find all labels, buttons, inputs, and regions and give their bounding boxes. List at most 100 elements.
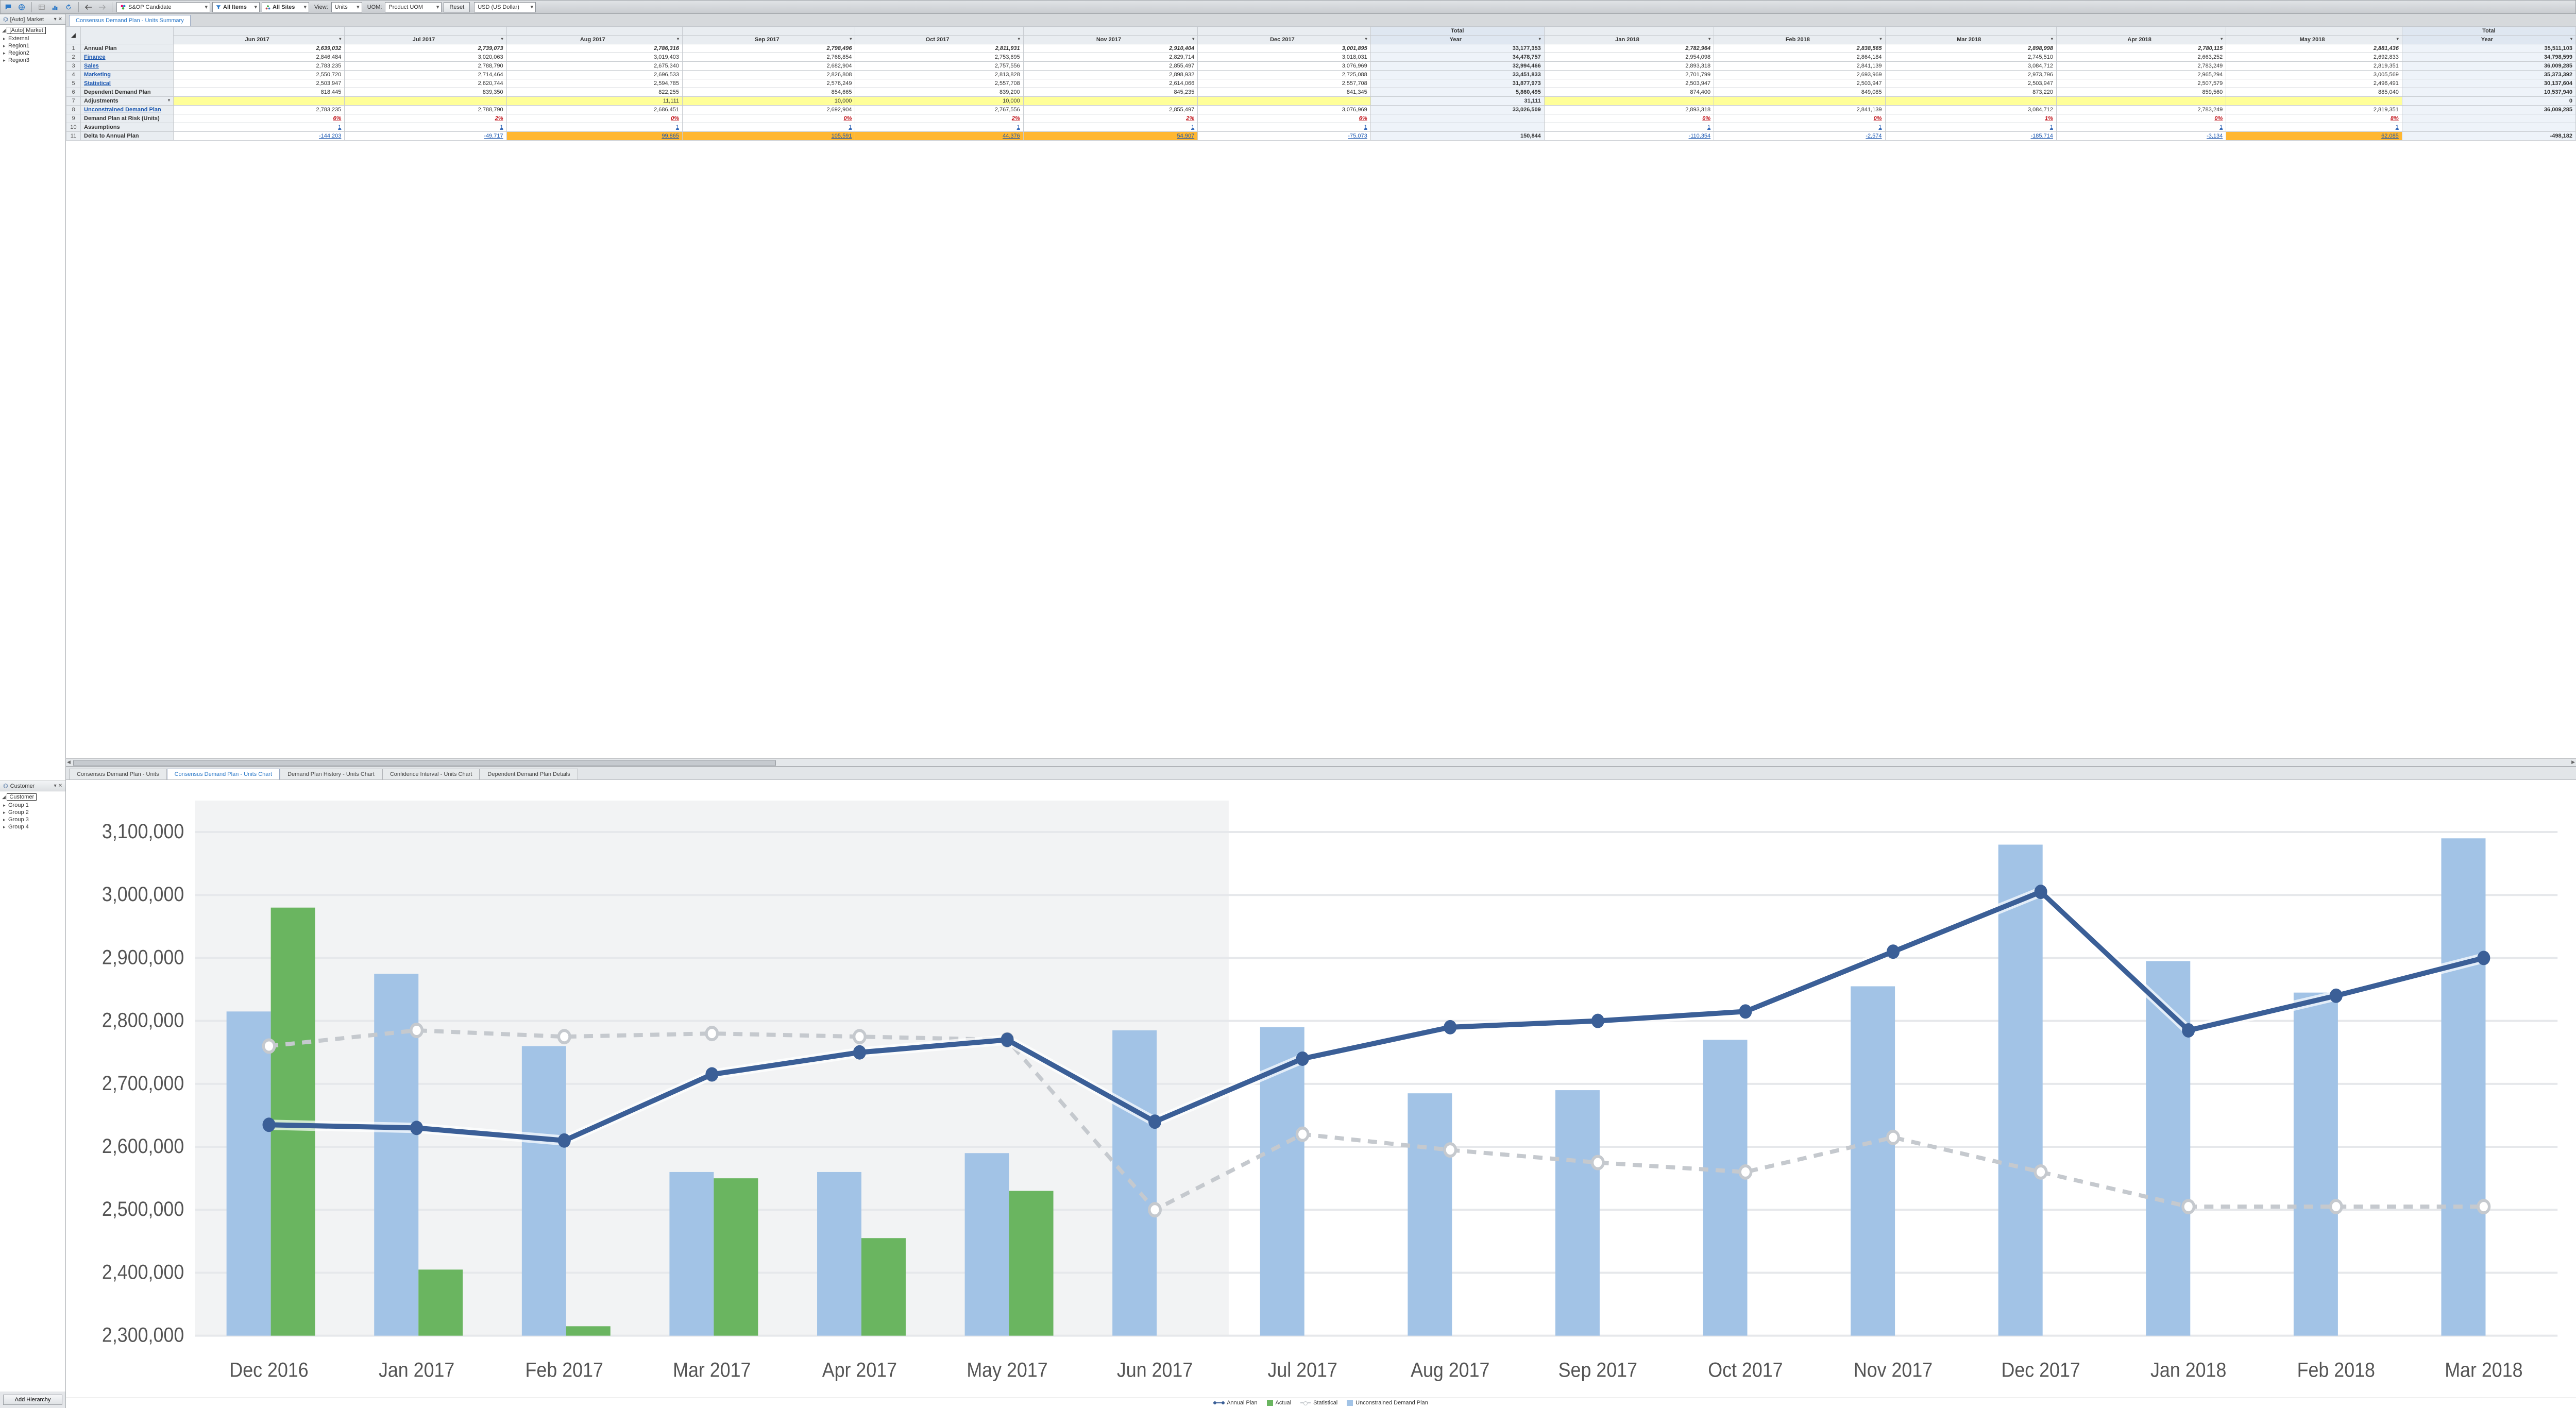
customer-panel-title: Customer — [10, 783, 35, 789]
scenario-label: S&OP Candidate — [128, 4, 172, 10]
sites-filter[interactable]: All Sites ▾ — [262, 2, 309, 12]
svg-text:Jan 2017: Jan 2017 — [379, 1359, 454, 1381]
chart-tab[interactable]: Dependent Demand Plan Details — [480, 769, 578, 779]
svg-text:Apr 2017: Apr 2017 — [822, 1359, 897, 1381]
chevron-down-icon: ▾ — [205, 4, 208, 10]
svg-text:Dec 2017: Dec 2017 — [2001, 1359, 2080, 1381]
svg-text:Oct 2017: Oct 2017 — [1708, 1359, 1783, 1381]
svg-text:2,400,000: 2,400,000 — [102, 1261, 184, 1283]
market-tree-node[interactable]: Region2 — [2, 49, 63, 57]
customer-tree: ◢ Customer Group 1Group 2Group 3Group 4 — [0, 791, 65, 1392]
market-tree-node[interactable]: External — [2, 35, 63, 42]
uom-value: Product UOM — [388, 4, 423, 10]
svg-text:2,900,000: 2,900,000 — [102, 946, 184, 969]
market-panel-title: [Auto] Market — [10, 16, 44, 23]
customer-tree-node[interactable]: Group 2 — [2, 809, 63, 816]
chart-tab[interactable]: Consensus Demand Plan - Units Chart — [167, 769, 280, 779]
svg-text:Jan 2018: Jan 2018 — [2150, 1359, 2226, 1381]
tab-summary[interactable]: Consensus Demand Plan - Units Summary — [69, 15, 191, 26]
add-hierarchy-button[interactable]: Add Hierarchy — [3, 1395, 62, 1405]
data-grid[interactable]: ◢TotalTotalJun 2017▾Jul 2017▾Aug 2017▾Se… — [66, 26, 2576, 141]
chevron-down-icon: ▾ — [303, 4, 307, 10]
customer-tree-expand-icon[interactable]: ◢ — [2, 794, 7, 800]
market-tree-node[interactable]: Region1 — [2, 42, 63, 49]
svg-text:2,700,000: 2,700,000 — [102, 1072, 184, 1095]
legend-unconstrained-label: Unconstrained Demand Plan — [1355, 1400, 1428, 1406]
legend-annual-label: Annual Plan — [1227, 1400, 1257, 1406]
svg-text:Dec 2016: Dec 2016 — [229, 1359, 308, 1381]
uom-selector[interactable]: Product UOM ▾ — [385, 2, 442, 12]
left-sidebar: ⌬ [Auto] Market ▾✕ ◢ [Auto] Market Exter… — [0, 14, 66, 1408]
sites-icon — [265, 5, 270, 10]
units-chart[interactable]: 2,300,000 2,400,000 2,500,000 2,600,000 2,70… — [66, 780, 2576, 1398]
legend-statistical-label: Statistical — [1313, 1400, 1337, 1406]
svg-text:2,800,000: 2,800,000 — [102, 1009, 184, 1031]
forward-icon[interactable] — [96, 2, 108, 13]
view-value: Units — [335, 4, 348, 10]
view-selector[interactable]: Units ▾ — [331, 2, 362, 12]
legend-unconstrained: Unconstrained Demand Plan — [1347, 1400, 1428, 1406]
items-filter-label: All Items — [223, 4, 247, 10]
svg-text:May 2017: May 2017 — [967, 1359, 1047, 1381]
svg-text:Sep 2017: Sep 2017 — [1558, 1359, 1637, 1381]
svg-text:2,500,000: 2,500,000 — [102, 1198, 184, 1220]
svg-text:Mar 2018: Mar 2018 — [2445, 1359, 2522, 1381]
panel-menu-icon[interactable]: ▾ — [54, 16, 57, 22]
chart-tab[interactable]: Consensus Demand Plan - Units — [69, 769, 167, 779]
view-label: View: — [314, 4, 328, 10]
market-root[interactable]: [Auto] Market — [7, 27, 45, 34]
svg-text:3,000,000: 3,000,000 — [102, 883, 184, 906]
chevron-down-icon: ▾ — [531, 4, 534, 10]
currency-selector[interactable]: USD (US Dollar) ▾ — [474, 2, 536, 12]
market-tree-node[interactable]: Region3 — [2, 57, 63, 64]
reset-button[interactable]: Reset — [444, 2, 470, 12]
scenario-icon — [120, 4, 126, 10]
svg-text:2,300,000: 2,300,000 — [102, 1324, 184, 1346]
grid-hscroll[interactable]: ◀ ▶ — [66, 758, 2576, 767]
chart-area: 2,300,000 2,400,000 2,500,000 2,600,000 2,70… — [66, 780, 2576, 1398]
chart-view-icon[interactable] — [49, 2, 61, 13]
customer-tree-node[interactable]: Group 4 — [2, 823, 63, 830]
market-panel-header[interactable]: ⌬ [Auto] Market ▾✕ — [0, 14, 65, 25]
panel-close-icon[interactable]: ✕ — [58, 16, 62, 22]
reset-label: Reset — [449, 4, 464, 10]
uom-label: UOM: — [367, 4, 382, 10]
panel-close-icon[interactable]: ✕ — [58, 783, 62, 789]
chart-tab[interactable]: Confidence Interval - Units Chart — [382, 769, 480, 779]
separator — [31, 2, 32, 12]
chat-icon[interactable] — [3, 2, 14, 13]
svg-text:Mar 2017: Mar 2017 — [673, 1359, 751, 1381]
scenario-selector[interactable]: S&OP Candidate ▾ — [116, 2, 210, 12]
back-icon[interactable] — [83, 2, 94, 13]
customer-tree-node[interactable]: Group 1 — [2, 802, 63, 809]
svg-text:2,600,000: 2,600,000 — [102, 1135, 184, 1158]
sites-filter-label: All Sites — [273, 4, 295, 10]
content-area: Consensus Demand Plan - Units Summary ◢T… — [66, 14, 2576, 1408]
chart-tab[interactable]: Demand Plan History - Units Chart — [280, 769, 382, 779]
table-view-icon[interactable] — [36, 2, 47, 13]
currency-value: USD (US Dollar) — [478, 4, 519, 10]
customer-root[interactable]: Customer — [7, 793, 37, 801]
customer-panel-header[interactable]: ⌬ Customer ▾✕ — [0, 781, 65, 791]
svg-text:Jun 2017: Jun 2017 — [1117, 1359, 1193, 1381]
chart-tabstrip: Consensus Demand Plan - UnitsConsensus D… — [66, 767, 2576, 780]
chevron-down-icon: ▾ — [357, 4, 360, 10]
top-tabstrip: Consensus Demand Plan - Units Summary — [66, 14, 2576, 26]
funnel-icon — [216, 5, 221, 10]
hierarchy-icon: ⌬ — [3, 16, 8, 23]
svg-text:Aug 2017: Aug 2017 — [1411, 1359, 1489, 1381]
refresh-icon[interactable] — [63, 2, 74, 13]
market-tree-expand-icon[interactable]: ◢ — [2, 28, 7, 33]
legend-actual-label: Actual — [1276, 1400, 1292, 1406]
chart-legend: Annual Plan Actual Statistical Unconstra… — [66, 1397, 2576, 1408]
legend-statistical: Statistical — [1300, 1400, 1337, 1406]
customer-tree-node[interactable]: Group 3 — [2, 816, 63, 823]
main-toolbar: S&OP Candidate ▾ All Items ▾ All Sites ▾… — [0, 0, 2576, 14]
chevron-down-icon: ▾ — [436, 4, 439, 10]
items-filter[interactable]: All Items ▾ — [212, 2, 260, 12]
panel-menu-icon[interactable]: ▾ — [54, 783, 57, 789]
hierarchy-icon: ⌬ — [3, 783, 8, 789]
globe-icon[interactable] — [16, 2, 27, 13]
svg-text:Jul 2017: Jul 2017 — [1267, 1359, 1337, 1381]
chevron-down-icon: ▾ — [254, 4, 257, 10]
